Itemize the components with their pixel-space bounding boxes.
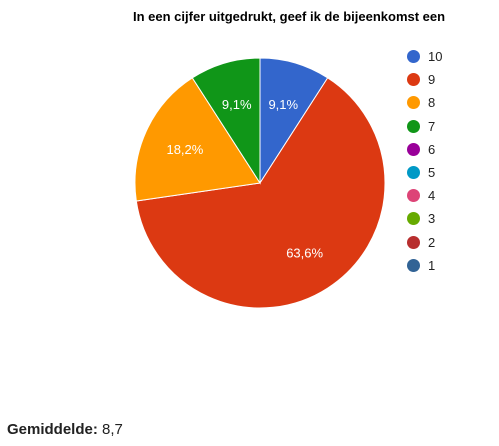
legend-item-4: 4 — [407, 184, 442, 207]
pie-label-7: 9,1% — [222, 97, 252, 112]
legend-label-9: 9 — [428, 72, 436, 88]
legend-label-3: 3 — [428, 211, 436, 227]
legend-label-4: 4 — [428, 188, 436, 204]
pie-slice-8 — [134, 77, 261, 202]
legend-item-6: 6 — [407, 138, 442, 161]
legend-item-7: 7 — [407, 115, 442, 138]
average-summary: Gemiddelde: 8,7 — [7, 421, 123, 438]
average-label: Gemiddelde: — [7, 421, 98, 438]
legend-swatch-6 — [407, 142, 420, 156]
legend-swatch-3 — [407, 212, 420, 226]
legend-label-7: 7 — [428, 118, 436, 134]
legend-item-10: 10 — [407, 45, 442, 68]
average-value: 8,7 — [102, 421, 123, 438]
legend-item-5: 5 — [407, 161, 442, 184]
pie-label-9: 63,6% — [286, 245, 323, 260]
legend-label-1: 1 — [428, 257, 436, 273]
legend-swatch-8 — [407, 96, 420, 110]
legend-item-8: 8 — [407, 91, 442, 114]
legend-item-9: 9 — [407, 68, 442, 91]
legend-swatch-5 — [407, 166, 420, 180]
legend-label-6: 6 — [428, 141, 436, 157]
legend-swatch-1 — [407, 258, 420, 272]
pie-slice-7 — [191, 57, 261, 185]
pie-label-10: 9,1% — [268, 97, 298, 112]
legend-swatch-7 — [407, 119, 420, 133]
pie-label-8: 18,2% — [166, 142, 203, 157]
legend-item-3: 3 — [407, 207, 442, 230]
legend-swatch-10 — [407, 50, 420, 64]
legend-label-10: 10 — [428, 49, 443, 65]
legend-item-1: 1 — [407, 254, 442, 277]
legend-label-8: 8 — [428, 95, 436, 111]
legend-swatch-2 — [407, 235, 420, 249]
legend-swatch-9 — [407, 73, 420, 87]
legend-label-2: 2 — [428, 234, 436, 250]
chart-legend: 10 9 8 7 6 5 4 3 2 1 — [407, 45, 442, 277]
legend-label-5: 5 — [428, 165, 436, 181]
legend-swatch-4 — [407, 189, 420, 203]
legend-item-2: 2 — [407, 231, 442, 254]
pie-slice-9 — [135, 77, 386, 309]
chart-title: In een cijfer uitgedrukt, geef ik de bij… — [133, 9, 446, 24]
